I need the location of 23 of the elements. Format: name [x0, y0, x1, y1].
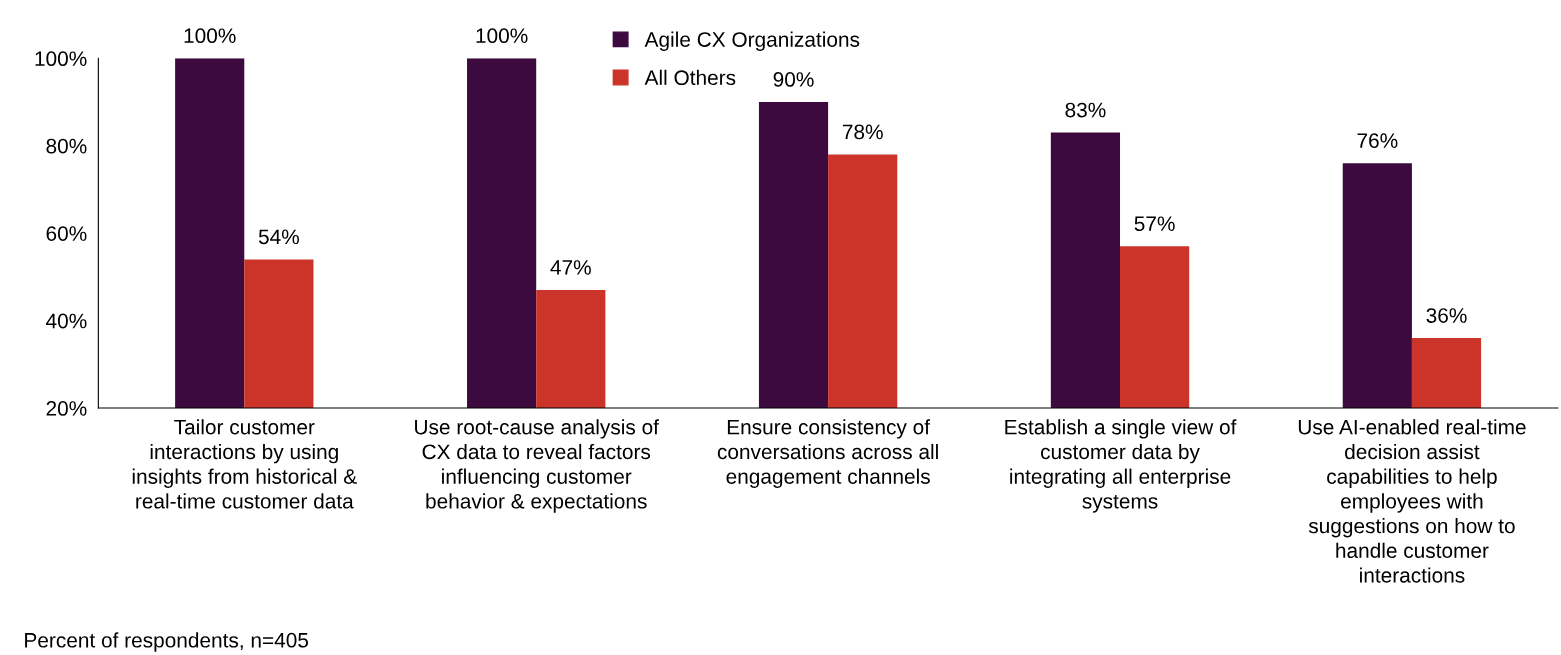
text: Percent of respondents, n=405 [25, 632, 309, 652]
data-label: 57% [1134, 216, 1175, 232]
legend-label: All Others [644, 69, 736, 86]
data-label: 100% [184, 28, 236, 44]
data-label: 54% [258, 229, 299, 245]
x-tick-label: Establish a single view of customer data by integrating all enterprise systems [1005, 419, 1237, 513]
data-label: 47% [550, 260, 591, 275]
x-tick-label: Use root-cause analysis of CX data to reveal factors influencing customer behavior & expectations [415, 419, 659, 513]
data-label: 100% [476, 28, 528, 44]
y-tick-label: 80% [46, 138, 87, 154]
data-label: 83% [1065, 102, 1106, 118]
data-label: 78% [842, 124, 883, 140]
x-tick-label: Use AI-enabled real-time decision assist capabilities to help employees with suggestions on how to handle customer interactions [1298, 419, 1526, 583]
y-tick-label: 40% [46, 313, 87, 329]
data-label: 76% [1357, 133, 1398, 148]
y-tick-label: 100% [35, 51, 87, 67]
y-tick-label: 20% [46, 401, 87, 416]
data-label: 36% [1426, 308, 1467, 323]
x-tick-label: Ensure consistency of conversations across all engagement channels [717, 419, 938, 489]
legend-label: Agile CX Organizations [644, 31, 860, 51]
x-tick-label: Tailor customer interactions by using insights from historical & real-time customer data [132, 419, 357, 509]
data-label: 90% [773, 72, 814, 87]
y-tick-label: 60% [46, 226, 87, 241]
